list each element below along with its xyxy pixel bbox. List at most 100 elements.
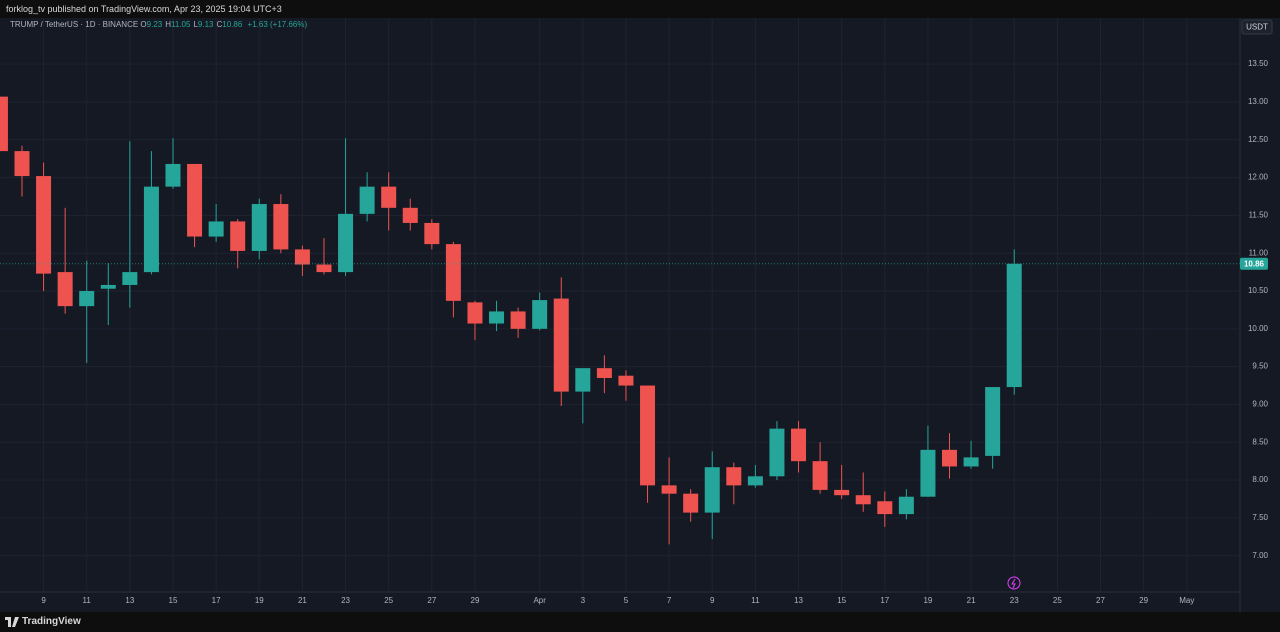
candle-body <box>963 457 979 467</box>
candle-body <box>143 186 159 273</box>
currency[interactable]: USDT <box>1246 23 1268 32</box>
candle-body <box>0 96 8 152</box>
brand[interactable]: TradingView <box>22 616 81 627</box>
candle-body <box>747 476 763 486</box>
change: +1.63 (+17.66%) <box>247 20 308 29</box>
candle-body <box>575 368 591 392</box>
candle-body <box>424 222 440 245</box>
x-tick-label: 17 <box>880 596 889 605</box>
x-tick-label: 25 <box>384 596 393 605</box>
candle-body <box>661 485 677 494</box>
candle-body <box>208 221 224 237</box>
x-tick-label: 15 <box>837 596 846 605</box>
y-tick-label: 13.50 <box>1248 59 1269 68</box>
x-tick-label: 27 <box>427 596 436 605</box>
candle-body <box>381 186 397 208</box>
candle-body <box>230 221 246 251</box>
candle-body <box>618 375 634 386</box>
candle-body <box>489 311 505 324</box>
y-tick-label: 11.50 <box>1249 210 1269 219</box>
logo <box>5 617 19 627</box>
y-tick-label: 10.00 <box>1248 324 1269 333</box>
candle-body <box>877 501 893 515</box>
x-tick-label: 9 <box>710 596 715 605</box>
candle-body <box>36 176 52 274</box>
x-tick-label: May <box>1179 596 1194 605</box>
x-tick-label: 19 <box>255 596 264 605</box>
currency-box[interactable] <box>1241 19 1273 35</box>
candle-body <box>942 449 958 467</box>
candle-body <box>855 495 871 505</box>
y-tick-label: 9.00 <box>1252 400 1268 409</box>
ohlc-key: C <box>216 20 223 29</box>
candle-body <box>122 272 138 285</box>
x-tick-label: 11 <box>751 596 760 605</box>
candle-body <box>338 213 354 273</box>
y-tick-label: 12.50 <box>1248 135 1269 144</box>
x-tick-label: 11 <box>83 596 92 605</box>
published-text: forklog_tv published on TradingView.com,… <box>6 4 282 14</box>
x-tick-label: 23 <box>341 596 350 605</box>
x-tick-label: 27 <box>1096 596 1105 605</box>
candle-body <box>553 298 569 392</box>
y-tick-label: 10.50 <box>1248 286 1269 295</box>
candle-body <box>683 493 699 513</box>
candle-body <box>79 291 95 307</box>
y-tick-label: 13.00 <box>1248 97 1269 106</box>
ohlc-value: 9.13 <box>197 20 214 29</box>
x-tick-label: 13 <box>794 596 803 605</box>
candle-body <box>791 428 807 462</box>
ohlc-value: 9.23 <box>146 20 163 29</box>
x-tick-label: 25 <box>1053 596 1062 605</box>
candle-body <box>187 163 203 237</box>
candle-body <box>920 449 936 497</box>
candle-body <box>1006 263 1022 388</box>
x-tick-label: 21 <box>298 596 307 605</box>
last-price-tag <box>1240 257 1268 270</box>
y-tick-label: 9.50 <box>1252 362 1268 371</box>
ohlc-key: L <box>193 20 198 29</box>
symbol[interactable]: TRUMP / TetherUS · 1D · BINANCE <box>10 20 139 29</box>
y-tick-label: 12.00 <box>1248 173 1269 182</box>
candle-body <box>100 284 116 289</box>
candle-body <box>596 368 612 378</box>
legend: TRUMP / TetherUS · 1D · BINANCE O9.23 H11… <box>10 20 310 29</box>
candle-body <box>294 249 310 265</box>
candle-body <box>704 467 720 513</box>
candle-body <box>726 467 742 486</box>
last-price-label: 10.86 <box>1244 259 1265 268</box>
candle-body <box>316 264 332 273</box>
y-tick-label: 7.00 <box>1252 551 1268 560</box>
x-tick-label: 21 <box>967 596 976 605</box>
candle-body <box>532 300 548 329</box>
x-tick-label: 15 <box>169 596 178 605</box>
x-tick-label: 17 <box>212 596 221 605</box>
candle-body <box>640 385 656 486</box>
candle-body <box>251 204 267 251</box>
candle-body <box>812 461 828 490</box>
footer: TradingView <box>0 612 1280 632</box>
candle-body <box>359 186 375 214</box>
x-tick-label: 23 <box>1010 596 1019 605</box>
candle-body <box>14 151 30 177</box>
candle-body <box>273 204 289 250</box>
x-tick-label: 7 <box>667 596 672 605</box>
candle-body <box>769 428 785 477</box>
event-icon-bolt <box>1011 578 1016 589</box>
x-tick-label: 3 <box>581 596 586 605</box>
candle-body <box>834 489 850 496</box>
x-tick-label: 13 <box>125 596 134 605</box>
y-tick-label: 11.00 <box>1249 248 1269 257</box>
candle-body <box>898 496 914 515</box>
price-axis <box>1240 18 1280 612</box>
ohlc-key: H <box>165 20 172 29</box>
y-tick-label: 7.50 <box>1252 513 1268 522</box>
publish-bar: forklog_tv published on TradingView.com,… <box>0 0 1280 18</box>
y-tick-label: 8.50 <box>1252 437 1268 446</box>
x-tick-label: 19 <box>923 596 932 605</box>
x-tick-label: 29 <box>471 596 480 605</box>
ohlc-value: 11.05 <box>171 20 191 29</box>
x-tick-label: Apr <box>533 596 546 605</box>
event-icon[interactable] <box>1007 576 1021 590</box>
